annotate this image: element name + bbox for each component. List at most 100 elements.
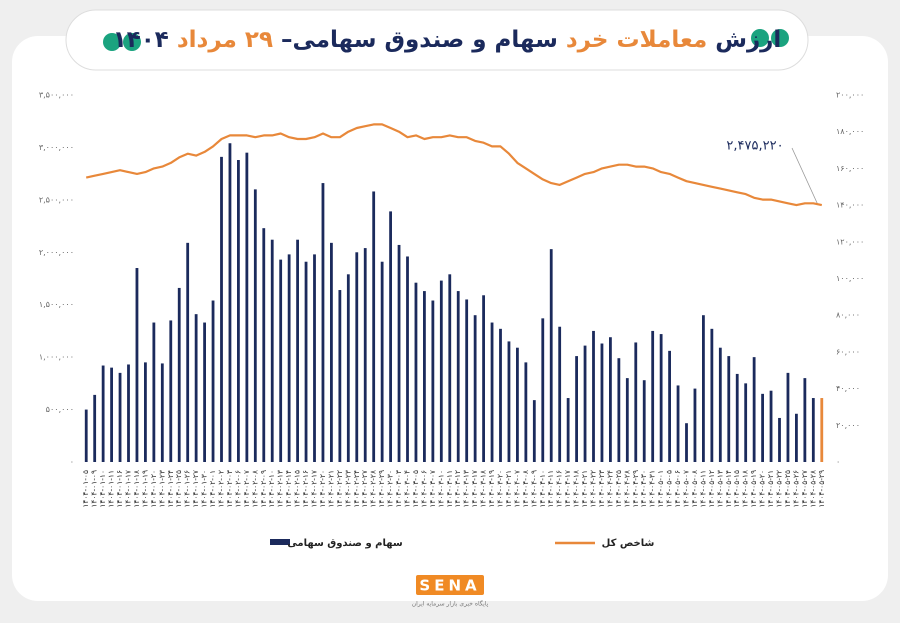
x-tick-label: ۱۴۰۴-۰۲-۰۲	[217, 470, 226, 508]
x-tick-label: ۱۴۰۴-۰۴-۲۱	[580, 470, 589, 508]
bar	[566, 398, 570, 462]
bar	[346, 274, 350, 462]
x-tick-label: ۱۴۰۴-۰۴-۲۲	[589, 470, 598, 508]
x-tick-label: ۱۴۰۴-۰۲-۰۱	[208, 470, 217, 508]
bar	[685, 423, 688, 462]
y2-tick-label: ۸۰,۰۰۰	[836, 311, 860, 320]
x-tick-label: ۱۴۰۴-۰۲-۰۳	[225, 470, 234, 508]
bar	[169, 320, 173, 462]
y-tick-label: ۲,۰۰۰,۰۰۰	[39, 248, 74, 257]
x-tick-label: ۱۴۰۴-۰۱-۳۰	[200, 470, 209, 508]
x-tick-label: ۱۴۰۴-۰۲-۲۱	[326, 470, 335, 508]
x-tick-label: ۱۴۰۴-۰۲-۱۶	[301, 470, 310, 508]
bar	[287, 254, 291, 462]
legend-swatch	[270, 539, 290, 545]
bar	[423, 291, 426, 462]
y2-tick-label: ۴۰,۰۰۰	[836, 384, 860, 393]
x-tick-label: ۱۴۰۴-۰۴-۰۹	[529, 470, 538, 508]
bar	[710, 328, 714, 462]
bar	[727, 356, 731, 462]
y2-tick-label: ۲۰۰,۰۰۰	[836, 91, 864, 100]
legend-label: سهام و صندوق سهامی	[287, 538, 403, 549]
bar	[558, 326, 562, 462]
bar	[583, 345, 587, 462]
bar	[482, 295, 485, 462]
x-tick-label: ۱۴۰۴-۰۵-۱۱	[698, 470, 707, 508]
x-tick-label: ۱۴۰۴-۰۲-۲۳	[343, 470, 352, 508]
bar	[718, 347, 722, 462]
x-tick-label: ۱۴۰۴-۰۲-۲۴	[352, 470, 361, 508]
x-tick-label: ۱۴۰۴-۰۴-۰۸	[521, 470, 530, 508]
x-tick-label: ۱۴۰۴-۰۵-۱۴	[724, 470, 733, 508]
bar	[406, 256, 409, 462]
title-part: ۱۴۰۴	[113, 27, 169, 53]
x-tick-label: ۱۴۰۴-۰۱-۱۷	[124, 470, 133, 508]
x-tick-label: ۱۴۰۴-۰۵-۲۱	[766, 470, 775, 508]
bar	[160, 363, 164, 462]
bar	[439, 280, 443, 462]
x-tick-label: ۱۴۰۴-۰۱-۱۸	[132, 470, 141, 508]
bar	[735, 373, 739, 462]
bar	[600, 343, 604, 462]
x-tick-label: ۱۴۰۴-۰۴-۱۰	[538, 470, 547, 508]
x-tick-label: ۱۴۰۴-۰۵-۲۷	[800, 470, 809, 508]
bar	[237, 160, 240, 463]
bar	[761, 393, 764, 462]
bar	[642, 380, 646, 462]
title-pill	[65, 9, 809, 71]
bar	[702, 315, 705, 462]
bar	[575, 356, 578, 462]
x-tick-label: ۱۴۰۴-۰۴-۱۸	[572, 470, 581, 508]
bar	[507, 341, 511, 462]
y2-tick-label: ۱۴۰,۰۰۰	[836, 201, 864, 210]
bar	[473, 315, 477, 462]
x-tick-label: ۱۴۰۴-۰۴-۳۰	[639, 470, 648, 508]
x-tick-label: ۱۴۰۴-۰۲-۲۷	[360, 470, 369, 508]
x-tick-label: ۱۴۰۴-۰۲-۲۹	[377, 470, 386, 508]
x-tick-label: ۱۴۰۴-۰۴-۱۷	[563, 470, 572, 508]
x-tick-label: ۱۴۰۴-۰۵-۲۰	[758, 470, 767, 508]
bar	[380, 261, 384, 462]
x-tick-label: ۱۴۰۴-۰۵-۰۷	[682, 470, 691, 508]
bar	[194, 314, 198, 462]
bar	[262, 228, 266, 462]
x-tick-label: ۱۴۰۴-۰۳-۲۰	[496, 470, 505, 508]
title-part: ارزش	[715, 27, 781, 53]
bar	[127, 364, 130, 462]
x-tick-label: ۱۴۰۴-۰۲-۱۴	[284, 470, 293, 508]
bar	[135, 268, 139, 462]
bar	[211, 300, 215, 462]
bar	[93, 394, 97, 462]
annotation-leader	[791, 147, 819, 206]
x-tick-label: ۱۴۰۴-۰۱-۱۶	[115, 470, 124, 508]
bar	[803, 378, 807, 462]
bar	[786, 372, 790, 462]
bar	[186, 242, 190, 462]
bar	[372, 191, 376, 462]
bar	[634, 342, 638, 462]
x-tick-label: ۱۴۰۴-۰۵-۱۲	[707, 470, 716, 508]
bar	[617, 358, 621, 462]
bar	[228, 143, 232, 462]
title-part: معاملات خرد	[558, 27, 715, 53]
x-tick-label: ۱۴۰۴-۰۵-۰۶	[673, 470, 682, 508]
bar	[659, 334, 663, 462]
x-tick-label: ۱۴۰۴-۰۵-۱۹	[749, 470, 758, 508]
bar	[245, 152, 249, 462]
index-line	[85, 123, 823, 207]
bar	[338, 290, 342, 462]
x-tick-label: ۱۴۰۴-۰۱-۱۹	[140, 470, 149, 508]
bar	[101, 365, 105, 462]
y-tick-label: ۵۰۰,۰۰۰	[46, 405, 74, 414]
x-tick-label: ۱۴۰۴-۰۳-۰۴	[403, 470, 412, 508]
bar	[752, 357, 756, 462]
bar	[355, 252, 359, 462]
bar	[313, 254, 316, 462]
bar	[541, 318, 545, 462]
bar	[549, 249, 553, 462]
bar	[203, 322, 206, 462]
x-tick-label: ۱۴۰۴-۰۵-۰۵	[665, 470, 674, 508]
x-tick-label: ۱۴۰۴-۰۳-۰۳	[394, 470, 403, 508]
annotation: ۲,۴۷۵,۲۲۰	[726, 139, 783, 154]
